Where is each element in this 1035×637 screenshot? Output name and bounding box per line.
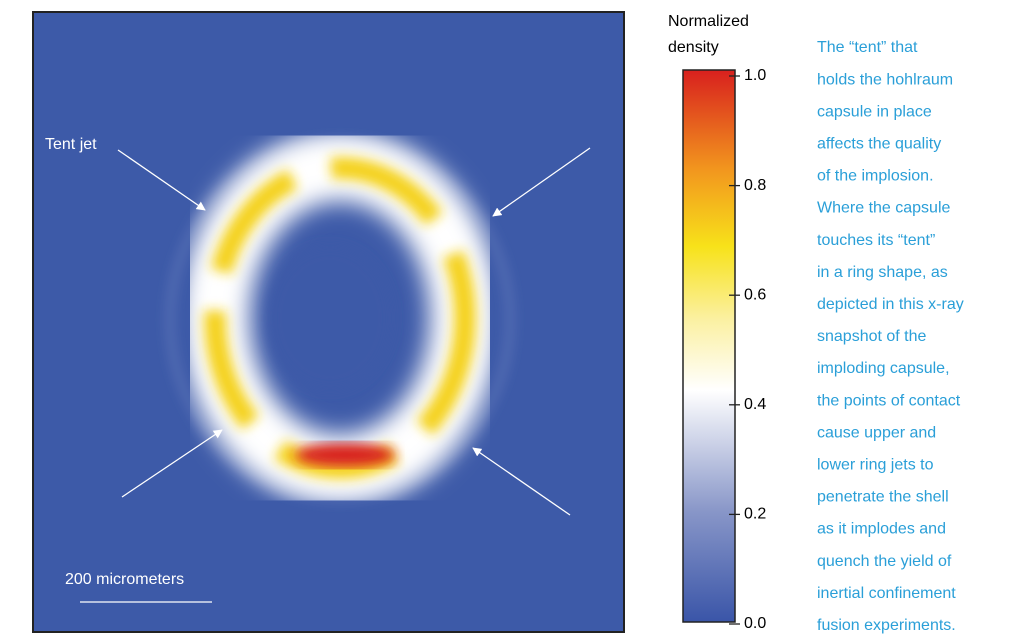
caption-line: of the implosion. <box>817 168 934 185</box>
colorbar-title: Normalized <box>668 13 749 30</box>
annotation: Tent jet <box>45 136 97 153</box>
caption-line: inertial confinement <box>817 585 956 602</box>
caption-line: imploding capsule, <box>817 360 950 377</box>
caption-line: depicted in this x-ray <box>817 296 964 313</box>
caption-line: The “tent” that <box>817 39 918 56</box>
tick-label: 0.2 <box>744 506 766 523</box>
colorbar-title: density <box>668 39 719 56</box>
tick-label: 0.8 <box>744 177 766 194</box>
caption-line: touches its “tent” <box>817 232 935 249</box>
tick-label: 0.4 <box>744 396 766 413</box>
tick-label: 0.6 <box>744 286 766 303</box>
colorbar <box>683 70 735 622</box>
caption-line: in a ring shape, as <box>817 264 948 281</box>
caption-line: affects the quality <box>817 136 941 153</box>
tick-label: 1.0 <box>744 67 766 84</box>
caption-line: penetrate the shell <box>817 489 949 506</box>
caption-line: the points of contact <box>817 392 961 409</box>
scale-bar-label: 200 micrometers <box>65 571 184 588</box>
caption-line: fusion experiments. <box>817 617 956 634</box>
figure: Tent jet 200 micrometers Normalized dens… <box>0 0 1035 637</box>
caption-line: capsule in place <box>817 103 932 120</box>
caption-line: as it implodes and <box>817 521 946 538</box>
caption-line: cause upper and <box>817 424 936 441</box>
caption-line: lower ring jets to <box>817 457 934 474</box>
caption-line: quench the yield of <box>817 553 952 570</box>
tick-label: 0.0 <box>744 615 766 632</box>
xray-image: Tent jet 200 micrometers <box>33 12 624 632</box>
caption-line: holds the hohlraum <box>817 71 953 88</box>
caption-line: Where the capsule <box>817 200 951 217</box>
caption-line: snapshot of the <box>817 328 927 345</box>
